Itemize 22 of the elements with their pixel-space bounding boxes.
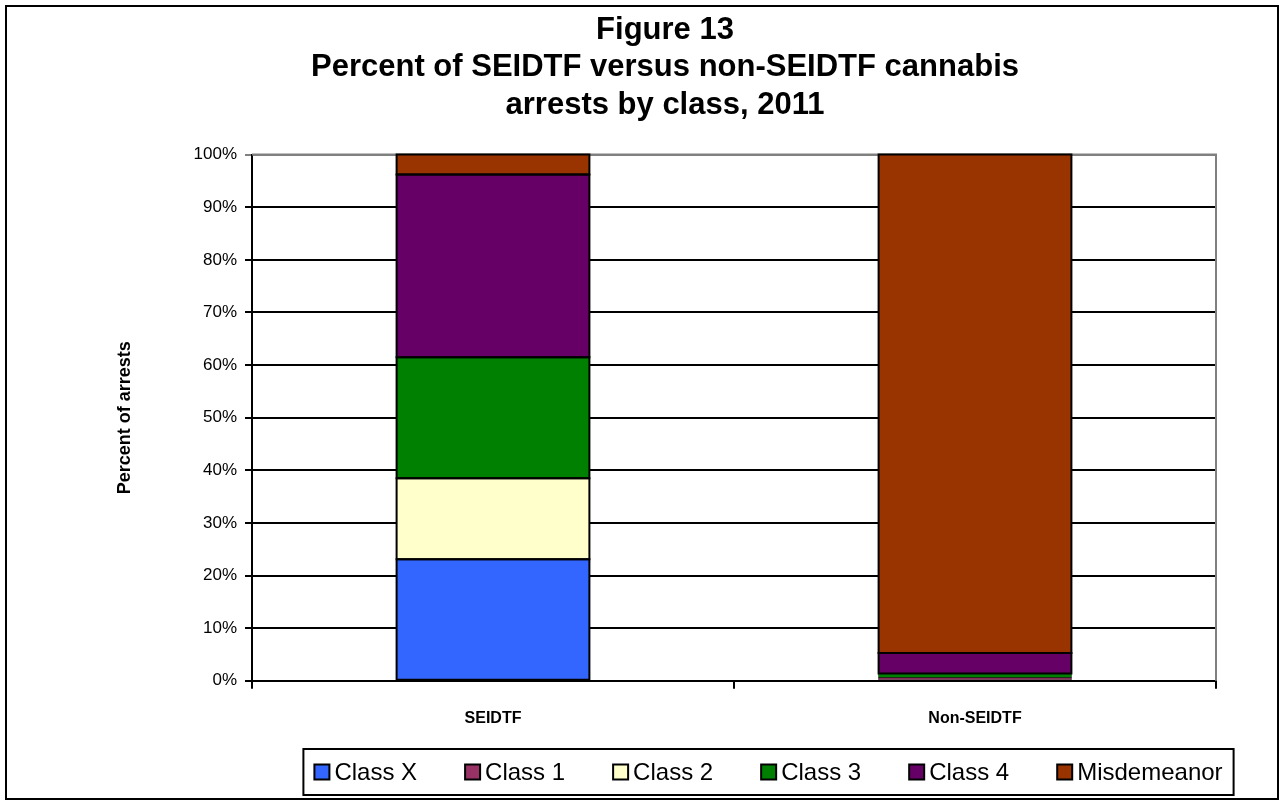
y-tick-label: 30% [202, 512, 237, 532]
y-tick-label: 60% [202, 354, 237, 374]
x-tick-label: SEIDTF [464, 708, 522, 726]
y-tick-label: 10% [202, 617, 237, 637]
legend-label: Class 3 [781, 757, 862, 785]
y-tick-label: 20% [202, 565, 237, 585]
y-tick-label: 70% [202, 302, 237, 322]
legend-label: Class 2 [633, 757, 714, 785]
y-tick-label: 90% [202, 196, 237, 216]
legend-label: Misdemeanor [1077, 757, 1223, 785]
legend-label: Class 4 [929, 757, 1010, 785]
y-axis-title: Percent of arrests [113, 341, 134, 495]
chart-title: Figure 13 [596, 11, 734, 47]
y-tick-label: 80% [202, 249, 237, 269]
chart-subtitle: Percent of SEIDTF versus non-SEIDTF cannabis arrests by class, 2011 [311, 48, 1019, 121]
y-tick-label: 100% [193, 144, 237, 164]
legend-label: Class 1 [485, 757, 566, 785]
y-tick-label: 40% [202, 460, 237, 480]
legend-label: Class X [334, 757, 418, 785]
y-tick-label: 0% [212, 670, 237, 690]
x-tick-label: Non-SEIDTF [928, 708, 1022, 726]
y-tick-label: 50% [202, 407, 237, 427]
